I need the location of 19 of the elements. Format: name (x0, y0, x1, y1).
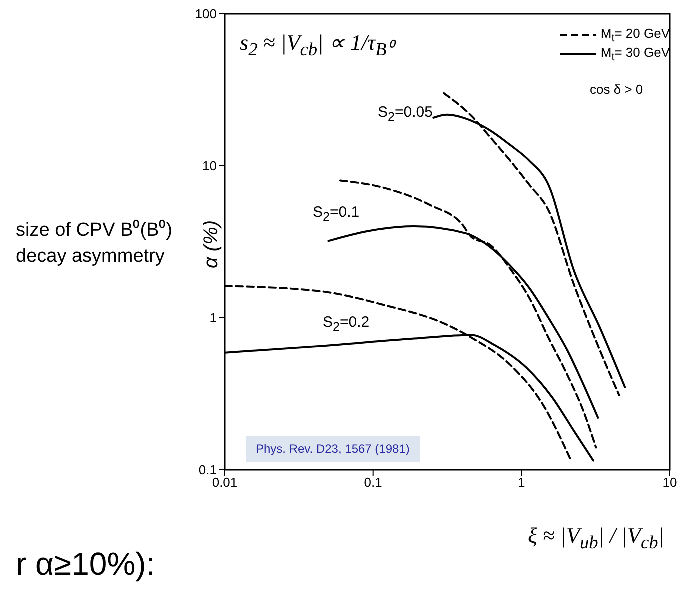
legend-label: M$_{t}$= 20 GeV (600, 26, 670, 45)
x-axis-title: ξ ≈ |V$_{ub}$| / |V$_{cb}$| (528, 523, 664, 554)
y-tick-label: 1 (210, 310, 217, 326)
text: r α≥10%): (16, 546, 156, 583)
annotation: cos δ > 0 (590, 82, 644, 97)
annotation: S$_{2}$=0.05 (378, 104, 433, 124)
x-tick-label: 0.1 (364, 475, 382, 490)
y-tick-label: 100 (195, 6, 217, 22)
x-tick-label: 10 (662, 475, 678, 490)
annotation: S$_{2}$=0.1 (313, 204, 360, 224)
annotation: Phys. Rev. D23, 1567 (1981) (246, 436, 420, 462)
text: size of CPV B⁰(B⁰) decay asymmetry (16, 218, 174, 269)
x-tick-label: 0.01 (212, 475, 238, 490)
y-tick-label: 0.1 (198, 462, 217, 478)
legend-label: M$_{t}$= 30 GeV (600, 44, 670, 64)
x-tick-label: 1 (518, 475, 526, 490)
annotation: S$_{2}$=0.2 (323, 314, 370, 334)
y-axis-title: α (%) (200, 220, 224, 269)
y-tick-label: 10 (202, 158, 217, 174)
